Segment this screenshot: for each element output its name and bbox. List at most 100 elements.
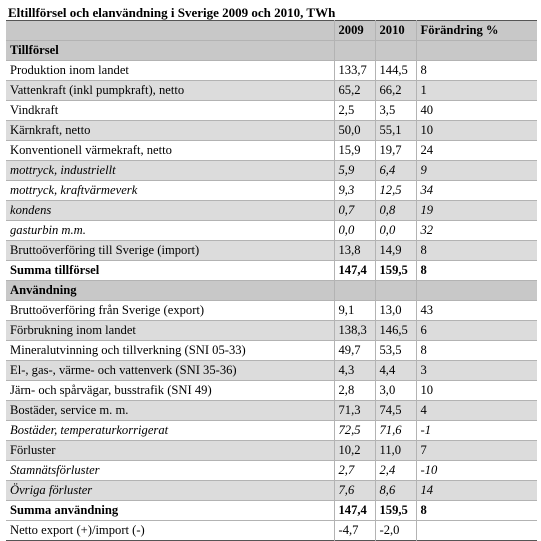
table-row: El-, gas-, värme- och vattenverk (SNI 35…	[6, 360, 537, 381]
value-2010: 14,9	[374, 240, 416, 261]
value-change: 9	[415, 160, 537, 181]
value-2009: 147,4	[333, 500, 375, 521]
section-row: Användning	[6, 280, 537, 301]
row-label: Förluster	[6, 440, 334, 461]
value-2010: 13,0	[374, 300, 416, 321]
row-label: Bruttoöverföring från Sverige (export)	[10, 303, 205, 317]
value-2009	[333, 280, 375, 301]
value-2010: 3,0	[374, 380, 416, 401]
value-change: 14	[415, 480, 537, 501]
value-change: 8	[415, 60, 537, 81]
value-2010: 0,0	[374, 220, 416, 241]
value-2009: 72,5	[333, 420, 375, 441]
value-change: 7	[415, 440, 537, 461]
value-2010: 0,8	[374, 200, 416, 221]
table-row: gasturbin m.m. 0,0 0,0 32	[6, 220, 537, 241]
value-change: 40	[415, 100, 537, 121]
value-2010: 3,5	[374, 100, 416, 121]
value-2010: 8,6	[374, 480, 416, 501]
table-body: 2009 2010 Förändring % Tillförsel Produkt…	[6, 20, 537, 541]
value-change: 32	[415, 220, 537, 241]
value-change: 24	[415, 140, 537, 161]
value-2009: 147,4	[333, 260, 375, 281]
value-2010: 55,1	[374, 120, 416, 141]
section-row: Tillförsel	[6, 40, 537, 61]
value-2010: 74,5	[374, 400, 416, 421]
table-row: Bostäder, temperaturkorrigerat 72,5 71,6 -1	[6, 420, 537, 441]
row-label: mottryck, kraftvärmeverk	[10, 183, 138, 197]
value-2010: 159,5	[374, 260, 416, 281]
row-label: Tillförsel	[6, 40, 334, 61]
value-2009: 4,3	[333, 360, 375, 381]
table-row: mottryck, kraftvärmeverk 9,3 12,5 34	[6, 180, 537, 201]
table-row: Förluster 10,2 11,0 7	[6, 440, 537, 461]
value-change	[415, 280, 537, 301]
row-label: Bostäder, temperaturkorrigerat	[10, 423, 169, 437]
table-row: Vindkraft 2,5 3,5 40	[6, 100, 537, 121]
value-change: 10	[415, 120, 537, 141]
value-change: 4	[415, 400, 537, 421]
row-label: Mineralutvinning och tillverkning (SNI 0…	[10, 343, 246, 357]
row-label: Summa användning	[10, 503, 119, 517]
value-2010	[374, 280, 416, 301]
value-change: 43	[415, 300, 537, 321]
value-change: -10	[415, 460, 537, 481]
value-2009: 7,6	[333, 480, 375, 501]
row-label: Användning	[6, 280, 334, 301]
header-2010: 2010	[374, 20, 416, 41]
value-2009: 15,9	[333, 140, 375, 161]
table-row: Kärnkraft, netto 50,0 55,1 10	[6, 120, 537, 141]
value-2009	[333, 40, 375, 61]
value-2010: 71,6	[374, 420, 416, 441]
value-change: 1	[415, 80, 537, 101]
table-row: mottryck, industriellt 5,9 6,4 9	[6, 160, 537, 181]
value-2010: 11,0	[374, 440, 416, 461]
value-2010: 19,7	[374, 140, 416, 161]
header-change: Förändring %	[415, 20, 537, 41]
value-change: 8	[415, 500, 537, 521]
value-2009: 9,3	[333, 180, 375, 201]
table-row: Bruttoöverföring till Sverige (import) 13…	[6, 240, 537, 261]
value-2009: 10,2	[333, 440, 375, 461]
value-2009: 13,8	[333, 240, 375, 261]
table-row: Vattenkraft (inkl pumpkraft), netto 65,2 6…	[6, 80, 537, 101]
value-2009: 2,7	[333, 460, 375, 481]
row-label: kondens	[6, 200, 334, 221]
value-2010: 144,5	[374, 60, 416, 81]
value-2009: -4,7	[333, 520, 375, 541]
value-change: 10	[415, 380, 537, 401]
row-label: Summa tillförsel	[10, 263, 100, 277]
value-change: 19	[415, 200, 537, 221]
row-label: Järn- och spårvägar, busstrafik (SNI 49)	[10, 383, 212, 397]
table-header-row: 2009 2010 Förändring %	[6, 20, 537, 41]
value-2009: 133,7	[333, 60, 375, 81]
header-label-cell	[6, 20, 334, 41]
value-2010: 4,4	[374, 360, 416, 381]
table-row: Mineralutvinning och tillverkning (SNI 0…	[6, 340, 537, 361]
row-label: gasturbin m.m.	[10, 223, 86, 237]
row-label: Netto export (+)/import (-)	[10, 523, 145, 537]
value-2010: 12,5	[374, 180, 416, 201]
row-label: Produktion inom landet	[10, 63, 129, 77]
value-2009: 2,8	[333, 380, 375, 401]
electricity-table: 2009 2010 Förändring % Tillförsel Produkt…	[6, 20, 537, 541]
row-label: El-, gas-, värme- och vattenverk (SNI 35…	[6, 360, 334, 381]
value-2009: 71,3	[333, 400, 375, 421]
row-label: Vattenkraft (inkl pumpkraft), netto	[6, 80, 334, 101]
row-label: Bostäder, service m. m.	[6, 400, 334, 421]
row-label: Vindkraft	[10, 103, 59, 117]
table-row: Bruttoöverföring från Sverige (export) 9,…	[6, 300, 537, 321]
table-row: Konventionell värmekraft, netto 15,9 19,7 2…	[6, 140, 537, 161]
value-2009: 138,3	[333, 320, 375, 341]
value-2010	[374, 40, 416, 61]
row-label: Förbrukning inom landet	[6, 320, 334, 341]
table-title: Eltillförsel och elanvändning i Sverige …	[8, 5, 336, 20]
table-row: Produktion inom landet 133,7 144,5 8	[6, 60, 537, 81]
value-2010: 6,4	[374, 160, 416, 181]
value-change: 3	[415, 360, 537, 381]
value-2010: 146,5	[374, 320, 416, 341]
table-row: Övriga förluster 7,6 8,6 14	[6, 480, 537, 501]
table-row: Summa användning 147,4 159,5 8	[6, 500, 537, 521]
table-row: Netto export (+)/import (-) -4,7 -2,0	[6, 520, 537, 541]
